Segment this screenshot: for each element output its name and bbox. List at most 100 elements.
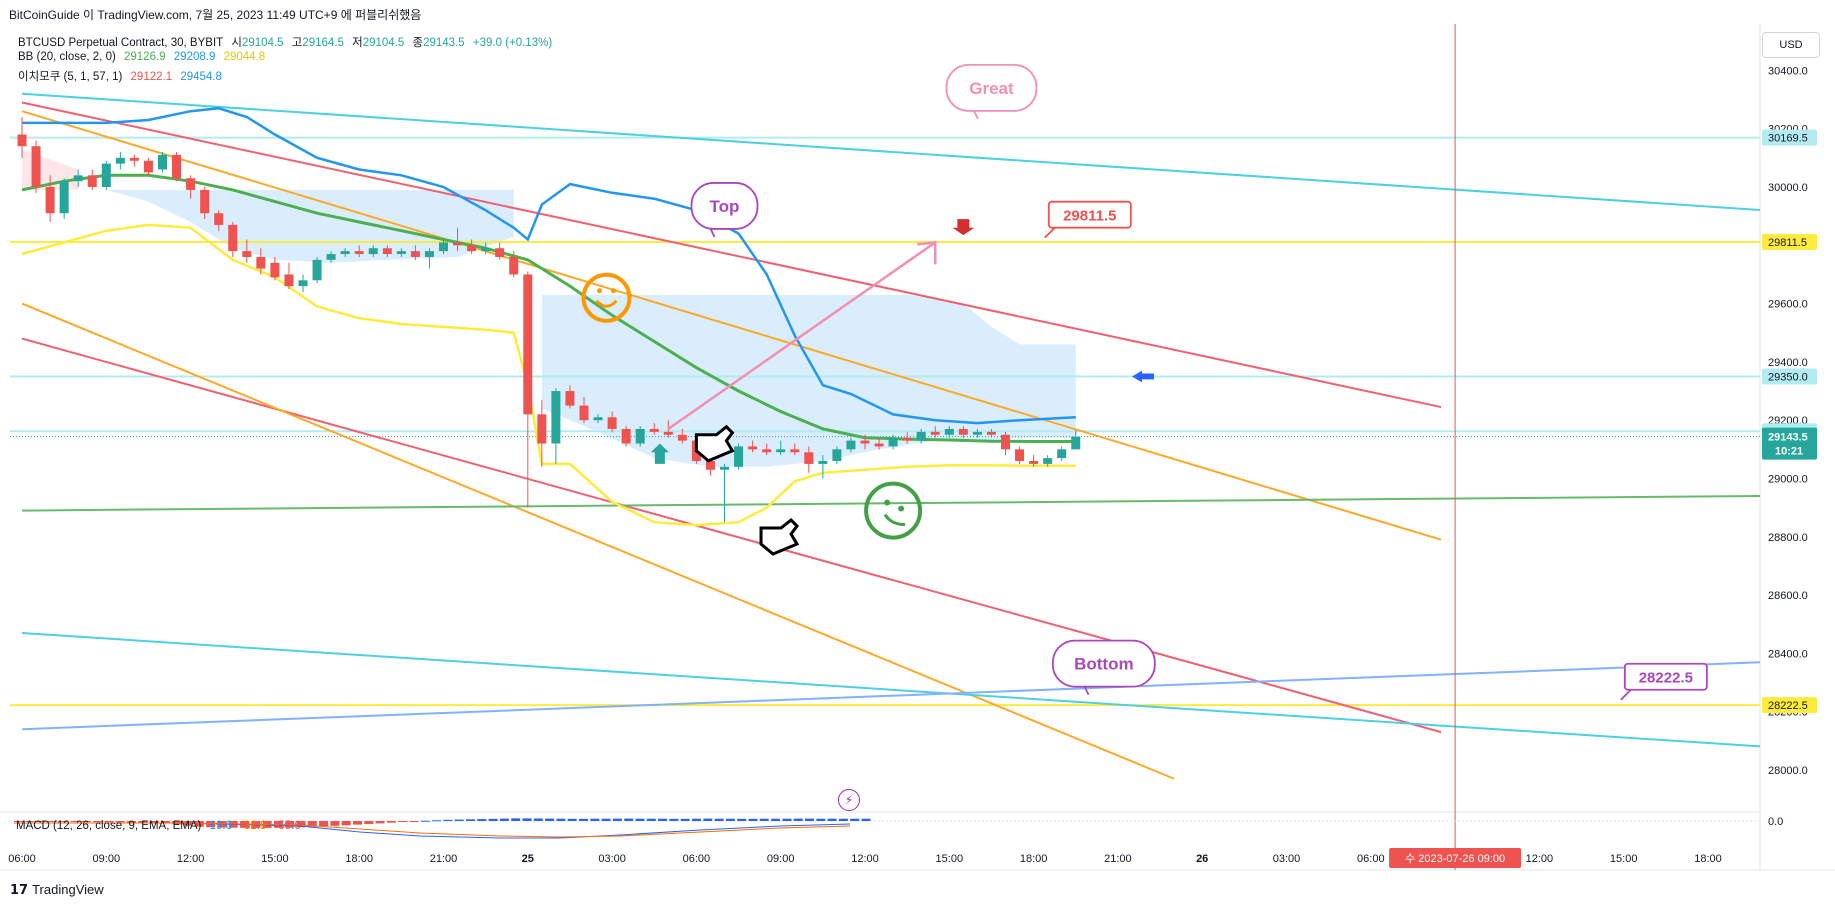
macd-hist-bar <box>782 818 792 821</box>
macd-hist-bar <box>499 818 509 821</box>
ichimoku-span-line <box>22 107 1076 425</box>
macd-hist-bar <box>827 818 837 821</box>
macd-hist-bar <box>330 821 340 826</box>
ohlc-open: 시29104.5 <box>231 37 284 49</box>
candle-body <box>1043 458 1053 464</box>
candle-body <box>1029 461 1039 464</box>
macd-hist-bar <box>714 818 724 821</box>
macd-label: MACD (12, 26, close, 9, EMA, EMA) <box>16 820 202 832</box>
bb-label: BB (20, close, 2, 0) <box>18 51 116 63</box>
bb-lower-value: 29044.8 <box>223 51 266 63</box>
x-tick-label: 12:00 <box>1526 853 1554 865</box>
candle-body <box>298 280 308 287</box>
callout-label: 28222.5 <box>1639 670 1693 687</box>
macd-hist-bar <box>590 818 600 821</box>
macd-hist-bar <box>748 818 758 821</box>
plot-area <box>10 92 1760 780</box>
down-arrow-icon <box>952 219 975 236</box>
candle-body <box>776 449 786 453</box>
macd-value-3: -55.6 <box>274 820 301 832</box>
callout-tail <box>1083 686 1090 696</box>
candle-body <box>354 251 364 255</box>
candle-body <box>944 428 954 435</box>
macd-hist-bar <box>81 821 91 823</box>
candle-body <box>846 440 856 450</box>
candle-body <box>382 248 392 255</box>
bb-legend[interactable]: BB (20, close, 2, 0) 29126.9 29208.9 290… <box>18 51 270 63</box>
candle-body <box>31 146 41 187</box>
macd-hist-bar <box>443 819 453 821</box>
trendline-cyan-lower <box>21 631 1760 748</box>
sad-mouth <box>883 513 906 527</box>
macd-hist-bar <box>149 821 159 823</box>
macd-hist-bar <box>25 821 35 822</box>
macd-hist-bar <box>567 818 577 821</box>
y-tick-label: 29000.0 <box>1768 474 1808 486</box>
candle-body <box>214 213 224 225</box>
candle-body <box>200 189 210 214</box>
callout-box <box>1047 200 1132 229</box>
price-label-box <box>1762 368 1817 385</box>
macd-hist-bar <box>70 821 80 822</box>
callout-label: Bottom <box>1074 655 1133 674</box>
candle-body <box>790 449 800 453</box>
macd-hist-bar <box>771 818 781 821</box>
macd-hist-bar <box>375 821 385 824</box>
ohlc-change: +39.0 (+0.13%) <box>472 37 553 49</box>
candle-body <box>101 163 111 187</box>
publisher-header: BitCoinGuide 이 TradingView.com, 7월 25, 2… <box>9 8 422 22</box>
lightning-icon[interactable]: ⚡ <box>838 789 860 811</box>
sad-eye-right <box>898 505 905 512</box>
macd-hist-bar <box>454 819 464 821</box>
footer-brand[interactable]: 𝟭𝟳 TradingView <box>10 882 104 898</box>
candle-body <box>115 157 125 164</box>
macd-hist-bar <box>160 821 170 824</box>
macd-hist-bar <box>59 821 69 822</box>
macd-hist-bar <box>545 818 555 821</box>
candle-body <box>916 431 926 441</box>
macd-hist-bar <box>477 819 487 821</box>
macd-legend[interactable]: MACD (12, 26, close, 9, EMA, EMA) 19.6 -… <box>16 820 306 832</box>
macd-hist-bar <box>341 821 351 826</box>
x-tick-label: 21:00 <box>430 853 458 865</box>
ohlc-high: 고29164.5 <box>291 37 344 49</box>
macd-hist-bar <box>47 821 57 822</box>
sad-face-icon <box>864 481 923 540</box>
macd-hist-bar <box>319 821 329 827</box>
candle-body <box>17 134 27 147</box>
x-tick-label: 18:00 <box>1020 853 1048 865</box>
y-tick-label: 28600.0 <box>1768 590 1808 602</box>
up-arrow-icon <box>650 443 669 464</box>
x-tick-label: 18:00 <box>345 853 373 865</box>
macd-hist-bar <box>353 821 362 825</box>
candle-body <box>143 160 153 173</box>
ohlc-low: 저29104.5 <box>352 37 405 49</box>
candle-body <box>228 224 238 252</box>
macd-hist-bar <box>838 818 848 821</box>
x-tick-label: 21:00 <box>1104 853 1132 865</box>
symbol-legend[interactable]: BTCUSD Perpetual Contract, 30, BYBIT 시29… <box>18 34 557 50</box>
macd-hist-bar <box>692 818 701 821</box>
price-label: 28222.5 <box>1768 700 1808 712</box>
y-tick-label: 29400.0 <box>1768 357 1808 369</box>
pointing-hand-icon-upper <box>694 424 735 463</box>
macd-hist-bar <box>635 818 645 821</box>
candle-body <box>762 449 772 453</box>
last-price-box <box>1762 427 1817 460</box>
macd-hist-bar <box>14 821 23 822</box>
candle-body <box>256 256 266 269</box>
x-tick-label: 18:00 <box>1694 853 1722 865</box>
currency-button[interactable]: USD <box>1762 32 1820 58</box>
x-tick-label: 09:00 <box>767 853 795 865</box>
candle-body <box>410 251 420 257</box>
ichimoku-value-2: 29454.8 <box>180 71 222 83</box>
ichimoku-legend[interactable]: 이치모쿠 (5, 1, 57, 1) 29122.1 29454.8 <box>18 68 227 84</box>
x-tick-label: 15:00 <box>1610 853 1638 865</box>
trendline-blue-rising <box>21 661 1760 731</box>
macd-hist-bar <box>658 818 668 821</box>
callout-label: Great <box>969 79 1014 98</box>
macd-hist-bar <box>816 818 826 821</box>
candle-body <box>888 437 898 447</box>
x-tick-label: 12:00 <box>177 853 205 865</box>
